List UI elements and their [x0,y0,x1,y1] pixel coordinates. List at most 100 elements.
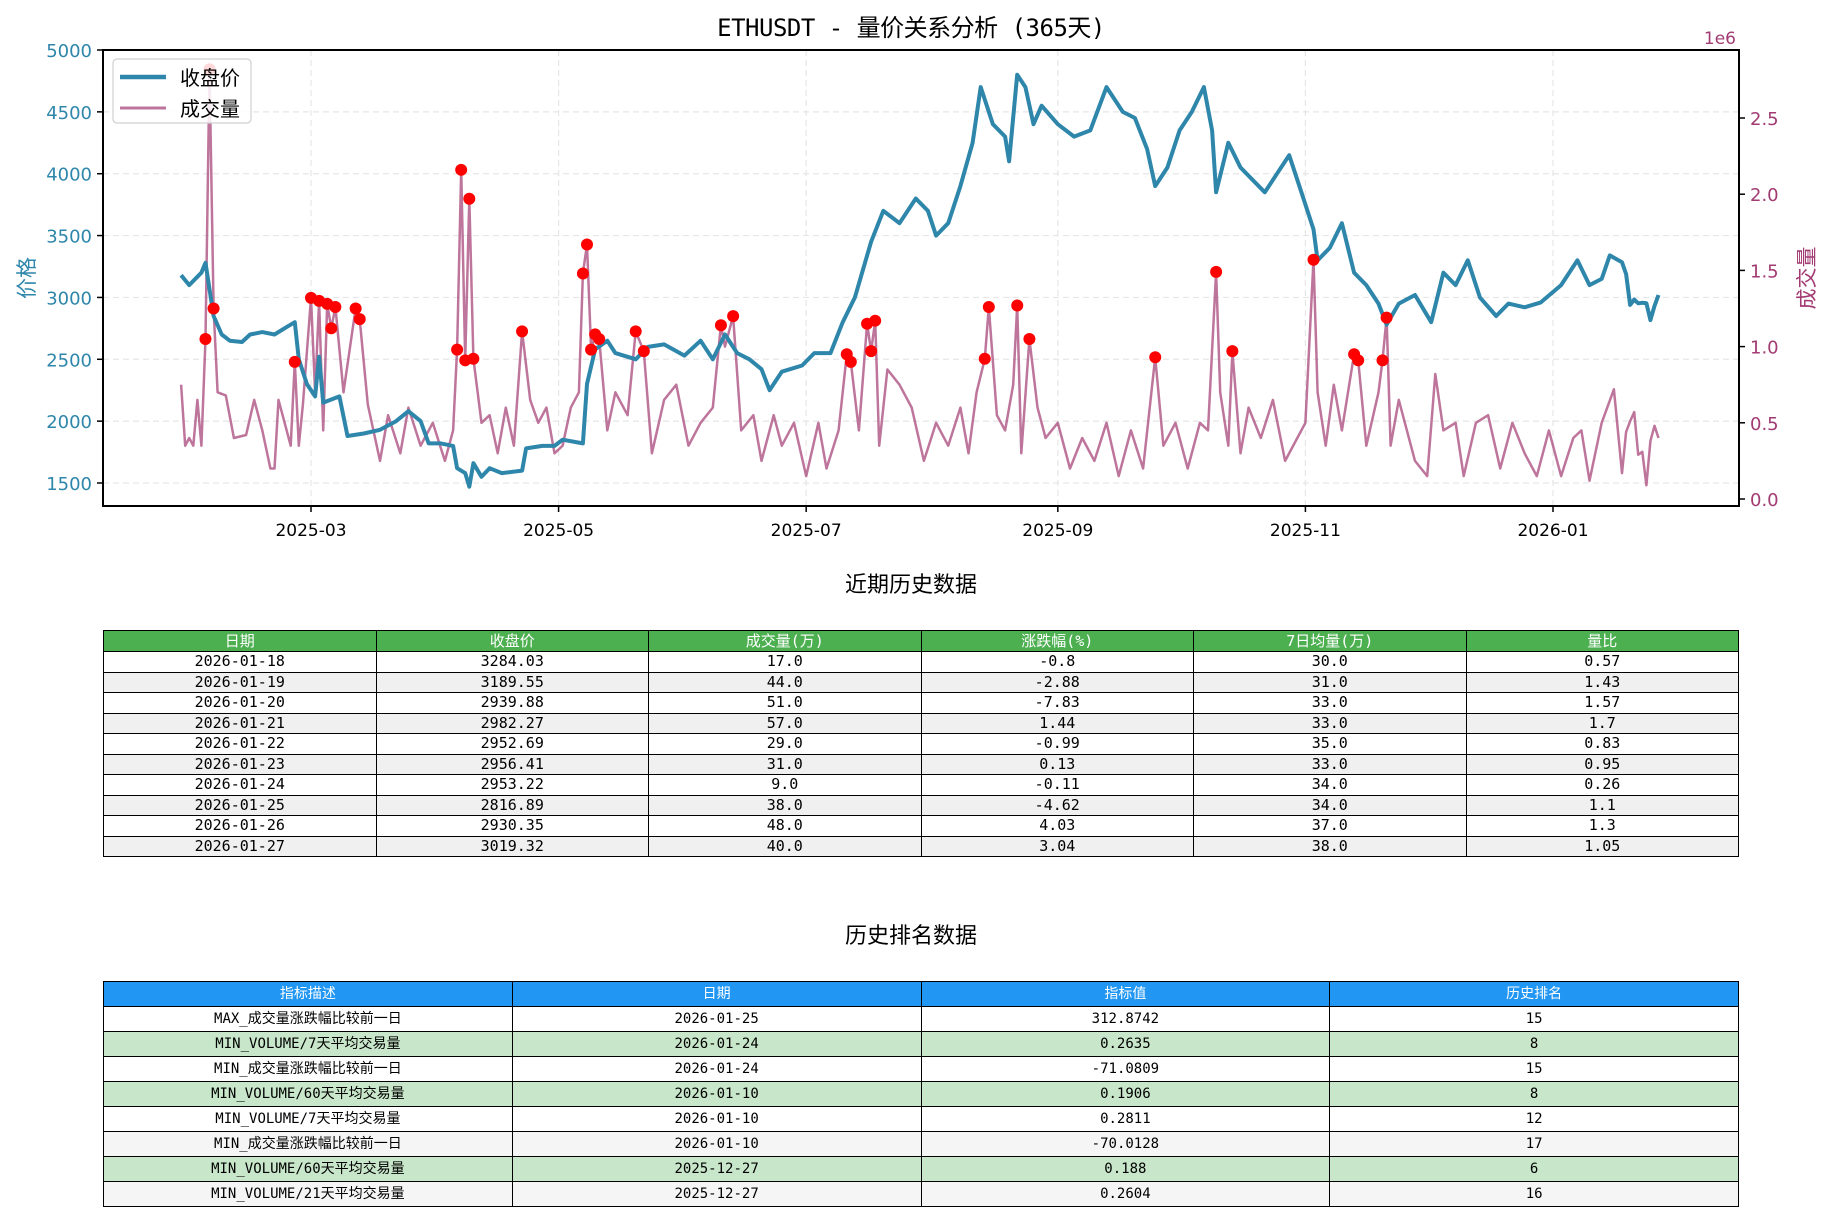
volume-spike-marker [1226,345,1239,358]
table-cell: 35.0 [1193,733,1467,755]
table-cell: 4.03 [920,815,1194,837]
volume-spike-marker [637,345,650,358]
table-row: MAX_成交量涨跌幅比较前一日 2026-01-25 312.8742 15 [103,1006,1739,1032]
column-header: 7日均量(万) [1193,630,1467,652]
table-cell: 0.1906 [920,1081,1331,1107]
volume-spike-marker [1380,311,1393,324]
table-cell: 9.0 [648,774,922,796]
volume-spike-marker [349,302,362,315]
table-cell: 0.26 [1465,774,1739,796]
table-cell: 34.0 [1193,794,1467,816]
table-cell: 0.95 [1465,753,1739,775]
table-cell: -4.62 [920,794,1194,816]
price-tick-label: 3000 [46,288,92,309]
volume-spike-marker [1307,253,1320,266]
table-cell: 3019.32 [375,835,649,857]
table-cell: 2026-01-10 [511,1106,922,1132]
table-cell: 2026-01-25 [103,794,377,816]
table-cell: -2.88 [920,671,1194,693]
volume-spike-marker [207,302,220,315]
table-cell: 2025-12-27 [511,1156,922,1182]
table-cell: MIN_VOLUME/7天平均交易量 [103,1031,513,1057]
table-cell: 38.0 [1193,835,1467,857]
price-tick-label: 1500 [46,474,92,495]
table-cell: 37.0 [1193,815,1467,837]
table-cell: 15 [1329,1006,1739,1032]
volume-spike-marker [629,325,642,338]
price-tick-label: 4000 [46,165,92,186]
table-cell: 2026-01-24 [511,1031,922,1057]
table-cell: 12 [1329,1106,1739,1132]
table-cell: 2026-01-25 [511,1006,922,1032]
volume-spike-marker [1011,299,1024,312]
table-cell: 0.2635 [920,1031,1331,1057]
table-cell: 48.0 [648,815,922,837]
table-cell: 2026-01-22 [103,733,377,755]
table-row: MIN_成交量涨跌幅比较前一日 2026-01-24 -71.0809 15 [103,1056,1739,1082]
volume-spike-marker [982,300,995,313]
table-cell: -70.0128 [920,1131,1331,1157]
table-cell: 2025-12-27 [511,1181,922,1207]
volume-spike-marker [727,310,740,323]
table-cell: 0.2604 [920,1181,1331,1207]
history-rank-table: 指标描述 日期 指标值 历史排名 MAX_成交量涨跌幅比较前一日 2026-01-25 3… [103,981,1739,1207]
table-cell: 1.57 [1465,692,1739,714]
volume-tick-label: 0.0 [1750,490,1779,511]
table-cell: 2026-01-20 [103,692,377,714]
volume-tick-label: 1.5 [1750,261,1779,282]
column-header: 收盘价 [375,630,649,652]
table-cell: MIN_成交量涨跌幅比较前一日 [103,1131,513,1157]
date-tick-label: 2025-07 [771,521,842,541]
price-tick-label: 2000 [46,412,92,433]
table-cell: 3.04 [920,835,1194,857]
table-cell: 17.0 [648,651,922,673]
table-cell: 29.0 [648,733,922,755]
price-tick-label: 3500 [46,227,92,248]
table-cell: 16 [1329,1181,1739,1207]
date-tick-label: 2025-05 [523,521,594,541]
volume-line [179,67,1660,487]
plot-frame [102,49,1740,507]
table-cell: 31.0 [648,753,922,775]
volume-spike-marker [463,192,476,205]
table-cell: 0.2811 [920,1106,1331,1132]
volume-spike-marker [329,300,342,313]
volume-tick-label: 1.0 [1750,338,1779,359]
table-cell: 1.43 [1465,671,1739,693]
table-cell: 3189.55 [375,671,649,693]
price-tick-label: 4500 [46,103,92,124]
date-tick-label: 2025-09 [1022,521,1093,541]
volume-spike-marker [1352,354,1365,367]
volume-tick-label: 2.0 [1750,185,1779,206]
volume-spike-marker [325,322,338,335]
volume-axis-label: 成交量 [1795,247,1819,310]
table-row: 2026-01-18 3284.03 17.0 -0.8 30.0 0.57 [103,651,1739,673]
table-row: 2026-01-25 2816.89 38.0 -4.62 34.0 1.1 [103,794,1739,816]
table-cell: 1.7 [1465,712,1739,734]
volume-tick-label: 2.5 [1750,109,1779,130]
table-cell: 1.3 [1465,815,1739,837]
table-cell: 44.0 [648,671,922,693]
table-cell: 33.0 [1193,753,1467,775]
volume-spike-marker [978,352,991,365]
volume-spike-marker [581,238,593,251]
volume-spike-marker [714,319,727,332]
table-cell: -0.99 [920,733,1194,755]
table-cell: 2026-01-24 [511,1056,922,1082]
rank-data-title: 历史排名数据 [844,924,977,949]
volume-spike-marker [455,163,468,176]
date-tick-label: 2025-11 [1270,521,1341,541]
volume-spike-marker [1023,332,1036,345]
date-tick-label: 2026-01 [1517,521,1588,541]
table-row: MIN_VOLUME/7天平均交易量 2026-01-10 0.2811 12 [103,1106,1739,1132]
table-cell: 34.0 [1193,774,1467,796]
table-cell: 2956.41 [375,753,649,775]
table-cell: 31.0 [1193,671,1467,693]
volume-spike-marker [353,313,366,326]
table-row: MIN_成交量涨跌幅比较前一日 2026-01-10 -70.0128 17 [103,1131,1739,1157]
table-row: MIN_VOLUME/60天平均交易量 2025-12-27 0.188 6 [103,1156,1739,1182]
volume-spike-marker [1376,354,1389,367]
table-cell: 2939.88 [375,692,649,714]
table-cell: MIN_VOLUME/21天平均交易量 [103,1181,513,1207]
column-header: 涨跌幅(%) [920,630,1194,652]
